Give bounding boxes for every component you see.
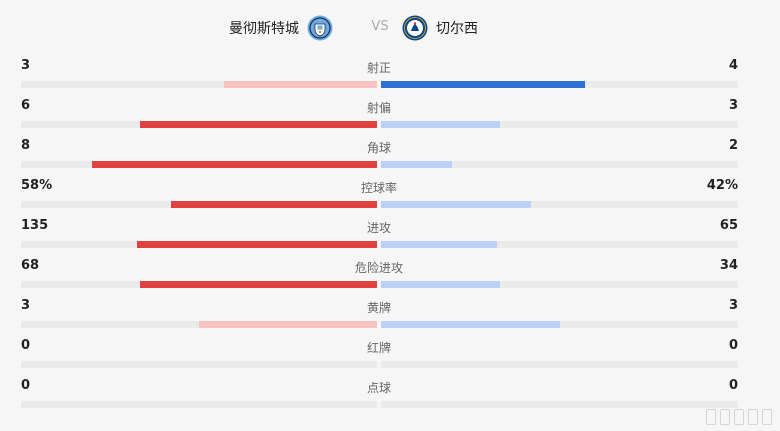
stat-row-corners: 8 角球 2 — [0, 136, 780, 176]
stat-row-shots-off-target: 6 射偏 3 — [0, 96, 780, 136]
home-value: 0 — [21, 338, 31, 353]
away-value: 0 — [728, 378, 738, 393]
away-bar-track — [381, 241, 738, 248]
home-bar-track — [21, 361, 377, 368]
home-bar-track — [21, 401, 377, 408]
stat-row-penalties: 0 点球 0 — [0, 376, 780, 416]
watermark-mark — [762, 409, 772, 425]
watermark-mark — [720, 409, 730, 425]
away-bar-fill — [381, 281, 500, 288]
away-bar-track — [381, 321, 738, 328]
away-team-name: 切尔西 — [436, 21, 478, 37]
away-bar-track — [381, 201, 738, 208]
home-bar-fill — [171, 201, 377, 208]
stat-label: 红牌 — [366, 341, 391, 355]
home-value: 3 — [21, 58, 31, 73]
stat-label: 危险进攻 — [354, 261, 403, 275]
away-bar-track — [381, 121, 738, 128]
away-value: 0 — [728, 338, 738, 353]
away-bar-fill — [381, 161, 452, 168]
stat-label: 射偏 — [366, 101, 391, 115]
home-value: 0 — [21, 378, 31, 393]
watermark-mark — [748, 409, 758, 425]
away-bar-fill — [381, 81, 585, 88]
stat-label: 射正 — [366, 61, 391, 75]
home-bar-fill — [140, 121, 377, 128]
home-bar-fill — [199, 321, 377, 328]
away-bar-track — [381, 401, 738, 408]
stat-row-shots-on-target: 3 射正 4 — [0, 56, 780, 96]
match-header: 曼彻斯特城 VS — [0, 12, 780, 44]
watermark-mark — [706, 409, 716, 425]
stat-row-dangerous-attacks: 68 危险进攻 34 — [0, 256, 780, 296]
away-bar-track — [381, 161, 738, 168]
stat-row-yellow-cards: 3 黄牌 3 — [0, 296, 780, 336]
home-team-name: 曼彻斯特城 — [229, 21, 299, 37]
home-bar-track — [21, 201, 377, 208]
away-value: 65 — [719, 218, 738, 233]
watermark-mark — [734, 409, 744, 425]
home-value: 6 — [21, 98, 31, 113]
away-value: 3 — [728, 298, 738, 313]
away-bar-fill — [381, 201, 531, 208]
home-bar-fill — [140, 281, 377, 288]
home-bar-fill — [92, 161, 377, 168]
stat-row-possession: 58% 控球率 42% — [0, 176, 780, 216]
stat-label: 控球率 — [360, 181, 397, 195]
away-bar-track — [381, 361, 738, 368]
home-team[interactable]: 曼彻斯特城 — [229, 12, 333, 44]
home-value: 8 — [21, 138, 31, 153]
away-value: 3 — [728, 98, 738, 113]
away-bar-track — [381, 81, 738, 88]
chelsea-badge-icon — [402, 15, 428, 41]
home-bar-track — [21, 121, 377, 128]
away-bar-fill — [381, 321, 560, 328]
home-bar-track — [21, 161, 377, 168]
stat-label: 角球 — [366, 141, 391, 155]
watermark — [706, 409, 772, 425]
home-bar-track — [21, 241, 377, 248]
home-value: 58% — [21, 178, 53, 193]
manchester-city-badge-icon — [307, 15, 333, 41]
away-bar-fill — [381, 241, 497, 248]
home-bar-track — [21, 281, 377, 288]
away-value: 4 — [728, 58, 738, 73]
vs-label: VS — [371, 19, 389, 34]
away-team[interactable]: 切尔西 — [402, 12, 478, 44]
stat-label: 黄牌 — [366, 301, 391, 315]
home-value: 3 — [21, 298, 31, 313]
stat-row-attacks: 135 进攻 65 — [0, 216, 780, 256]
away-bar-track — [381, 281, 738, 288]
stat-label: 点球 — [366, 381, 391, 395]
away-value: 2 — [728, 138, 738, 153]
stat-label: 进攻 — [366, 221, 391, 235]
home-value: 135 — [21, 218, 49, 233]
home-bar-fill — [137, 241, 377, 248]
away-value: 42% — [706, 178, 738, 193]
away-value: 34 — [719, 258, 738, 273]
home-bar-track — [21, 321, 377, 328]
home-value: 68 — [21, 258, 40, 273]
away-bar-fill — [381, 121, 500, 128]
stat-row-red-cards: 0 红牌 0 — [0, 336, 780, 376]
home-bar-track — [21, 81, 377, 88]
home-bar-fill — [224, 81, 377, 88]
